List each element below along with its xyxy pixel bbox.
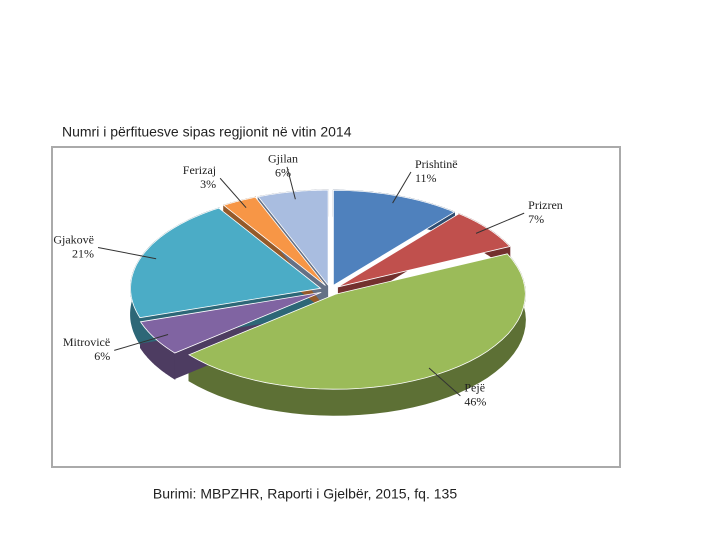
slice <box>188 253 526 390</box>
leader-line <box>114 334 169 351</box>
slice-label: Mitrovicë <box>63 335 110 349</box>
slice-value-label: 46% <box>464 395 486 409</box>
chart-source: Burimi: MBPZHR, Raporti i Gjelbër, 2015,… <box>153 486 457 502</box>
leader-line <box>428 367 461 397</box>
slice-value-label: 11% <box>415 171 437 185</box>
slice <box>222 196 326 286</box>
slice-label: Prishtinë <box>415 157 458 171</box>
slice <box>332 189 456 287</box>
slice-label: Gjakovë <box>53 232 94 246</box>
leader-line <box>392 171 412 204</box>
slice-value-label: 7% <box>528 212 544 226</box>
leader-line <box>97 247 157 260</box>
slice-label: Ferizaj <box>183 163 216 177</box>
slice-value-label: 3% <box>200 177 216 191</box>
slice-value-label: 6% <box>94 349 110 363</box>
slice <box>257 189 329 287</box>
slice-value-label: 21% <box>72 246 94 260</box>
leader-line <box>219 177 247 209</box>
slice-label: Pejë <box>464 381 485 395</box>
leader-line <box>286 166 296 200</box>
chart-title: Numri i përfituesve sipas regjionit në v… <box>62 124 352 140</box>
slice-label: Prizren <box>528 198 563 212</box>
slice-label: Gjilan <box>268 152 298 166</box>
slice-value-label: 6% <box>275 166 291 180</box>
leader-line <box>475 212 525 234</box>
